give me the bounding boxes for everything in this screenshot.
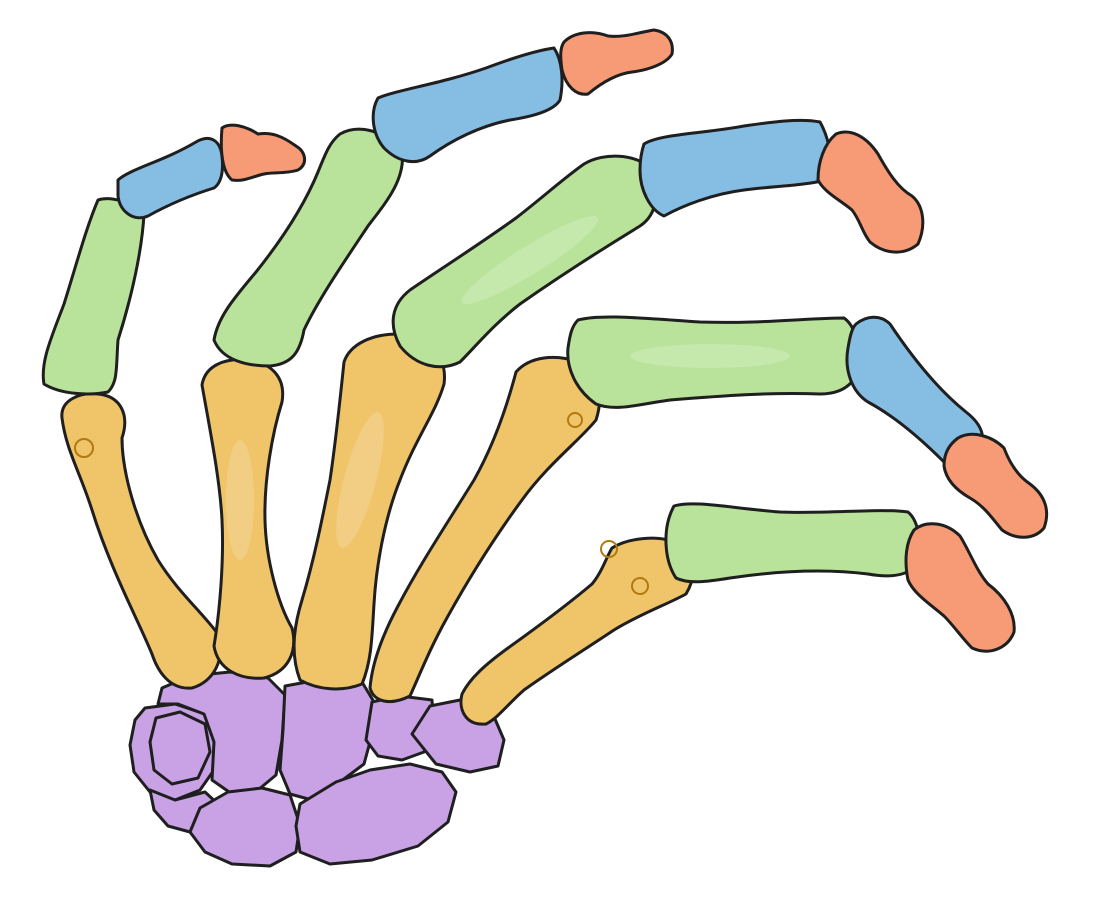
proximal-phalanx-index	[212, 127, 405, 368]
highlight-index-metacarpal	[226, 440, 254, 560]
bone-highlights	[226, 215, 790, 560]
proximal-phalanges	[41, 127, 921, 584]
distal-phalanges	[219, 28, 1049, 653]
highlight-ring-proximal	[630, 344, 790, 368]
middle-phalanx-ring	[638, 118, 832, 218]
middle-phalanx-middle	[371, 46, 564, 164]
carpal-trapezoid	[148, 710, 212, 786]
proximal-phalanx-ring	[566, 315, 861, 409]
metacarpal-little-foramen	[631, 577, 649, 595]
middle-phalanx-index	[116, 137, 224, 220]
proximal-phalanx-little	[664, 502, 921, 584]
metacarpal-bones	[60, 332, 695, 726]
metacarpal-ring-foramen	[567, 412, 583, 428]
distal-phalanx-thumb-tip	[942, 432, 1049, 539]
carpal-radial-base	[294, 762, 458, 866]
highlight-middle-metacarpal	[336, 412, 384, 548]
metacarpal-index	[200, 358, 296, 680]
distal-phalanx-middle	[559, 28, 674, 96]
distal-phalanx-index	[219, 123, 306, 182]
metacarpal-little	[459, 536, 695, 726]
metacarpal-little-tubercle	[600, 540, 618, 558]
carpal-bones	[128, 670, 506, 868]
distal-phalanx-little	[904, 522, 1016, 653]
carpal-lunate	[188, 786, 302, 868]
metacarpal-thumb	[60, 392, 222, 690]
middle-phalanges	[116, 46, 984, 464]
proximal-phalanx-thumb	[41, 197, 146, 396]
metacarpal-thumb-foramen	[74, 438, 94, 458]
highlight-middle-proximal	[461, 215, 599, 305]
distal-phalanx-ring	[816, 130, 925, 254]
